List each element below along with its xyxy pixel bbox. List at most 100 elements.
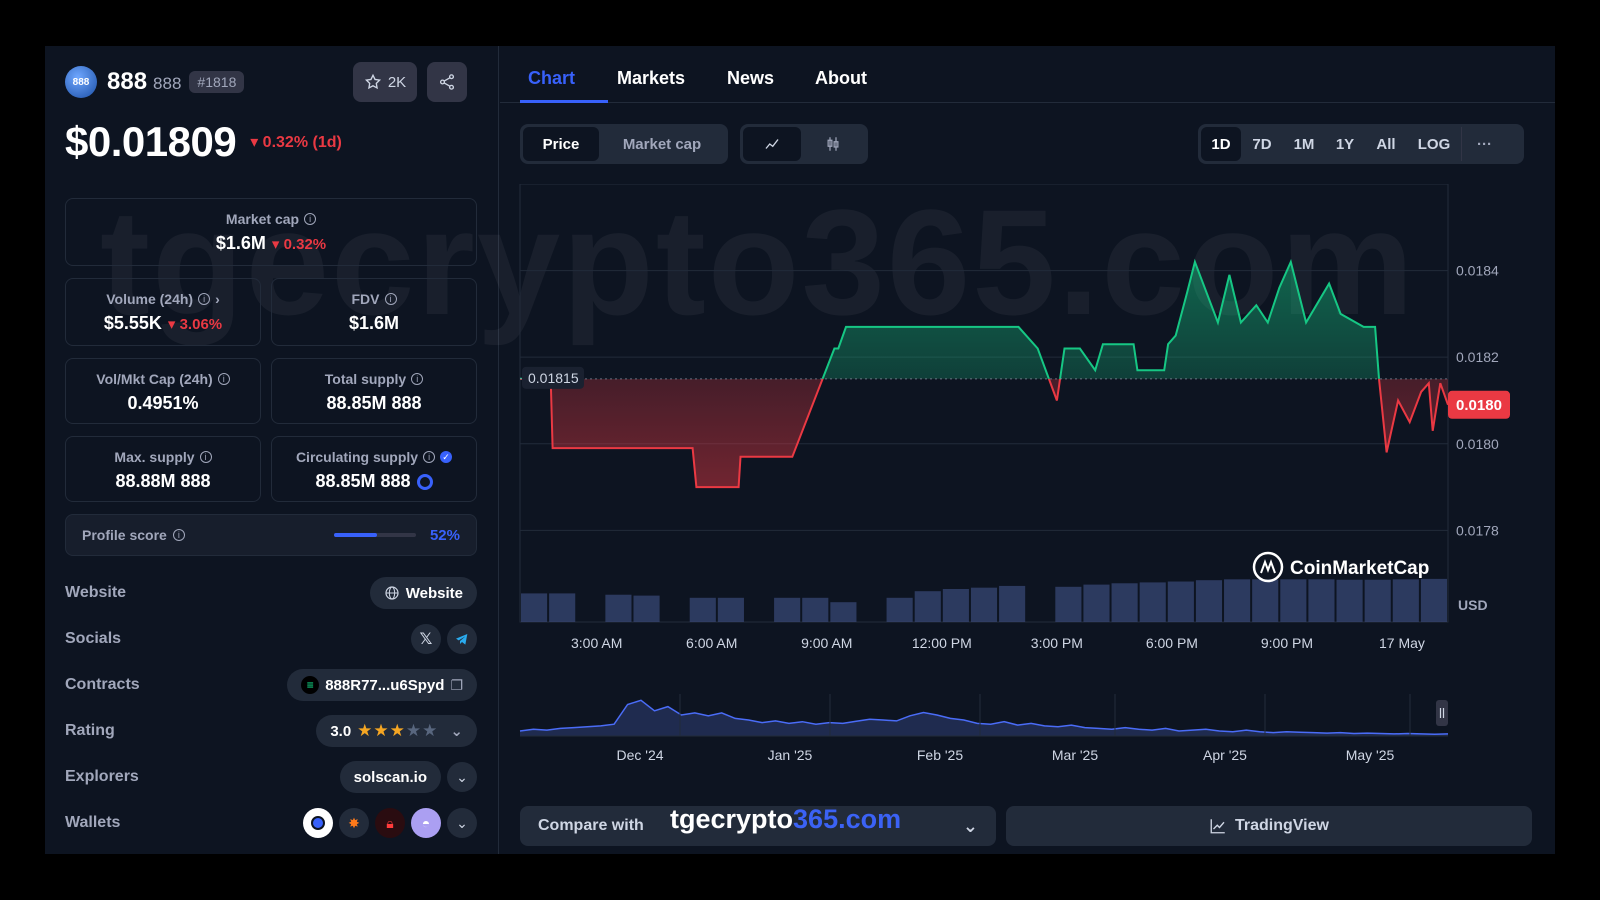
stat-value: 0.4951% bbox=[127, 393, 199, 413]
marketcap-toggle-button[interactable]: Market cap bbox=[622, 135, 702, 153]
stat-label: Volume (24h) bbox=[106, 291, 194, 307]
wallet-phantom-icon[interactable]: ◓ bbox=[411, 808, 441, 838]
share-button[interactable] bbox=[427, 62, 467, 102]
info-icon[interactable]: i bbox=[384, 293, 397, 305]
contract-address: 888R77...u6Spyd bbox=[325, 676, 445, 694]
price-toggle-button[interactable]: Price bbox=[523, 127, 599, 161]
row-label: Website bbox=[65, 584, 127, 601]
navigator-tick-label: May '25 bbox=[1346, 747, 1395, 763]
price-area-up bbox=[520, 261, 1380, 379]
range-navigator[interactable]: Dec '24 Jan '25 Feb '25 Mar '25 Apr '25 May '… bbox=[500, 686, 1555, 766]
range-7d-button[interactable]: 7D bbox=[1252, 135, 1272, 153]
current-price-label: 0.0180 bbox=[1456, 397, 1502, 414]
more-options-icon[interactable]: ··· bbox=[1461, 127, 1507, 161]
y-tick-label: 0.0184 bbox=[1456, 263, 1499, 279]
wallet-ring-icon[interactable] bbox=[303, 808, 333, 838]
volume-bar bbox=[1252, 579, 1279, 622]
info-icon[interactable]: i bbox=[172, 529, 185, 541]
supply-ring-icon bbox=[416, 473, 433, 490]
volume-bar bbox=[633, 595, 660, 622]
solana-icon: ≡ bbox=[301, 676, 320, 694]
range-1d-button[interactable]: 1D bbox=[1201, 127, 1241, 161]
contract-address-button[interactable]: ≡ 888R77...u6Spyd ❐ bbox=[287, 669, 477, 701]
volume-bar bbox=[521, 593, 548, 622]
chevron-down-icon: ⌄ bbox=[450, 723, 463, 740]
tab-chart[interactable]: Chart bbox=[528, 68, 576, 88]
info-icon[interactable]: i bbox=[217, 373, 230, 385]
active-tab-indicator bbox=[520, 100, 608, 103]
navigator-handle[interactable] bbox=[1436, 700, 1448, 726]
price-chart[interactable]: 0.0184 0.0182 0.0180 0.0178 USD 3:00 AM 6:00 A… bbox=[500, 184, 1555, 664]
verified-check-icon: ✓ bbox=[440, 451, 453, 463]
info-icon[interactable]: i bbox=[304, 213, 317, 225]
profile-score-label: Profile score bbox=[82, 527, 167, 543]
contracts-row: Contracts ≡ 888R77...u6Spyd ❐ bbox=[65, 668, 477, 702]
price-row: $0.01809 ▾ 0.32% (1d) bbox=[65, 118, 342, 166]
range-1m-button[interactable]: 1M bbox=[1293, 135, 1315, 153]
profile-score-fill bbox=[333, 533, 377, 537]
volume-card[interactable]: Volume (24h) i › $5.55K ▾ 3.06% bbox=[65, 278, 261, 346]
volume-bar bbox=[886, 597, 913, 622]
x-tick-label: 3:00 PM bbox=[1031, 635, 1083, 651]
x-tick-label: 6:00 PM bbox=[1146, 635, 1198, 651]
wallet-lock-icon[interactable]: 🔒︎ bbox=[375, 808, 405, 838]
y-tick-label: 0.0180 bbox=[1456, 436, 1499, 452]
market-cap-card: Market cap i $1.6M ▾ 0.32% bbox=[65, 198, 477, 266]
info-icon[interactable]: i bbox=[198, 293, 211, 305]
navigator-tick-label: Mar '25 bbox=[1052, 747, 1098, 763]
tab-about[interactable]: About bbox=[815, 68, 867, 88]
grip-icon bbox=[1439, 708, 1445, 718]
watchlist-button[interactable]: 2K bbox=[353, 62, 417, 102]
row-label: Wallets bbox=[65, 814, 121, 831]
compare-with-dropdown[interactable]: Compare with ⌄ bbox=[520, 806, 996, 846]
telegram-icon[interactable] bbox=[447, 624, 477, 654]
wallets-row: Wallets ✸ 🔒︎ ◓ ⌄ bbox=[65, 806, 477, 840]
line-chart-button[interactable] bbox=[743, 127, 801, 161]
copy-icon[interactable]: ❐ bbox=[450, 676, 463, 693]
stat-change: ▾ 3.06% bbox=[167, 315, 223, 333]
volume-bar bbox=[914, 591, 941, 622]
tab-news[interactable]: News bbox=[727, 68, 775, 88]
info-icon[interactable]: i bbox=[199, 451, 212, 463]
explorer-button[interactable]: solscan.io bbox=[339, 761, 441, 793]
range-all-button[interactable]: All bbox=[1376, 135, 1396, 153]
rating-dropdown[interactable]: 3.0 ★★★★★ ⌄ bbox=[316, 715, 477, 747]
stat-label: Market cap bbox=[225, 211, 300, 227]
vol-mkt-cap-card: Vol/Mkt Cap (24h) i 0.4951% bbox=[65, 358, 261, 424]
volume-bar bbox=[689, 597, 716, 622]
x-twitter-icon[interactable]: 𝕏 bbox=[411, 624, 441, 654]
info-icon[interactable]: i bbox=[423, 451, 436, 463]
volume-bar bbox=[970, 587, 998, 622]
volume-bar bbox=[549, 593, 576, 622]
volume-bar bbox=[802, 597, 829, 622]
navigator-tick-label: Dec '24 bbox=[616, 747, 663, 763]
range-log-button[interactable]: LOG bbox=[1417, 135, 1451, 153]
watch-count: 2K bbox=[387, 73, 407, 91]
wallet-sun-icon[interactable]: ✸ bbox=[339, 808, 369, 838]
chart-panel: Chart Markets News About Price Market ca… bbox=[500, 46, 1555, 854]
x-tick-label: 12:00 PM bbox=[912, 635, 972, 651]
candlestick-icon bbox=[827, 137, 839, 151]
compare-label: Compare with bbox=[538, 817, 644, 834]
volume-bar bbox=[1224, 579, 1251, 622]
candle-chart-button[interactable] bbox=[801, 127, 865, 161]
time-range-selector: 1D 7D 1M 1Y All LOG ··· bbox=[1198, 124, 1524, 164]
coinmarketcap-logo-icon bbox=[1260, 559, 1276, 574]
info-icon[interactable]: i bbox=[411, 373, 424, 385]
range-1y-button[interactable]: 1Y bbox=[1335, 135, 1355, 153]
navigator-tick-label: Feb '25 bbox=[917, 747, 963, 763]
tab-markets[interactable]: Markets bbox=[617, 68, 686, 88]
star-icon: ★ bbox=[373, 721, 390, 740]
volume-bar bbox=[1336, 579, 1363, 622]
stat-label: Vol/Mkt Cap (24h) bbox=[96, 371, 213, 387]
row-label: Explorers bbox=[65, 768, 139, 785]
row-label: Rating bbox=[65, 722, 115, 739]
price-line-up bbox=[520, 258, 1381, 379]
profile-score[interactable]: Profile score i 52% bbox=[65, 514, 477, 556]
tradingview-button[interactable]: TradingView bbox=[1006, 806, 1532, 846]
chevron-down-icon[interactable]: ⌄ bbox=[447, 762, 477, 792]
chevron-down-icon[interactable]: ⌄ bbox=[447, 808, 477, 838]
website-button[interactable]: Website bbox=[369, 577, 477, 609]
price-line-down bbox=[520, 378, 1448, 489]
coin-header: 888 888 888 #1818 bbox=[65, 64, 245, 100]
